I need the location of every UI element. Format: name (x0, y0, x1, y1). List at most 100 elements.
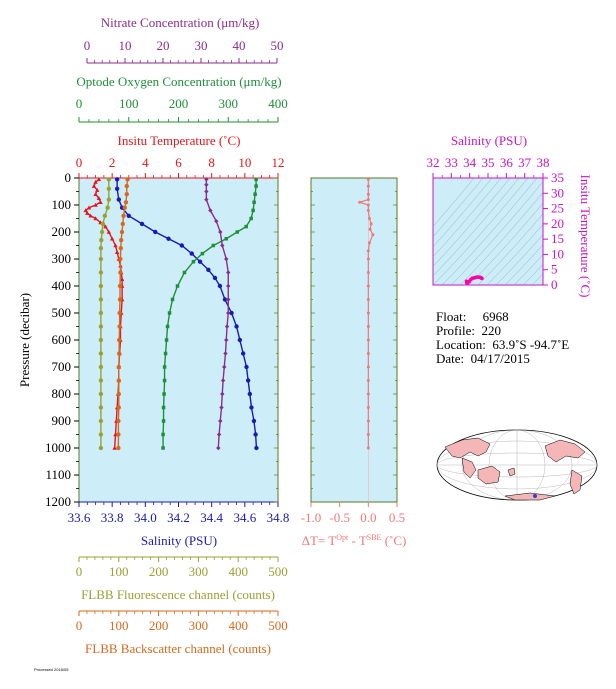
fluorescence-data-point (98, 256, 104, 262)
delta-t-data-point (367, 241, 371, 245)
salinity_bottom-data-point (139, 221, 145, 227)
temperature-data-point (91, 183, 97, 188)
backscatter-tick-label: 100 (109, 618, 129, 633)
fluorescence-data-point (98, 324, 104, 329)
pressure-tick-label: 500 (52, 305, 72, 320)
backscatter-data-point (116, 418, 121, 424)
salinity_bottom-data-point (244, 364, 249, 370)
ts-density-isoline (477, 213, 543, 285)
delta-t-data-point (366, 198, 370, 202)
nitrate-data-point (218, 418, 223, 424)
fluorescence-data-point (98, 337, 104, 343)
ts-density-isoline (433, 178, 475, 227)
delta-t-title-mid: - T (348, 533, 367, 548)
nitrate-data-point (216, 445, 221, 451)
fluorescence-data-point (98, 364, 104, 370)
delta-t-data-point (358, 200, 362, 204)
temperature-data-point (85, 210, 90, 215)
oxygen-tick-label: 200 (169, 96, 189, 111)
backscatter-data-point (117, 297, 123, 302)
delta-t-data-point (366, 249, 370, 253)
oxygen-data-point (252, 200, 256, 205)
profile-row: Profile: 220 (436, 324, 569, 338)
delta-t-data-point (366, 352, 370, 355)
salinity_bottom-data-point (166, 236, 171, 241)
delta-t-panel (310, 177, 398, 503)
fluorescence-tick-label: 0 (76, 564, 83, 579)
pressure-tick-label: 100 (52, 197, 72, 212)
salinity-axis: 33.6 33.8 34.0 34.2 34.4 34.6 34.8 (68, 501, 289, 525)
fluorescence-data-point (98, 391, 104, 397)
profile-label: Profile: (436, 323, 475, 338)
delta-t-data-point (366, 284, 370, 288)
temperature-data-point (95, 187, 100, 192)
backscatter-tick-label: 200 (149, 618, 169, 633)
delta-t-data-point (366, 446, 370, 450)
ts-density-isoline (433, 178, 520, 277)
backscatter-data-point (118, 237, 124, 243)
temperature-data-point (106, 229, 112, 234)
temperature-data-point (96, 196, 102, 201)
float-info-block: Float: 6968 Profile: 220 Location: 63.9˚… (436, 310, 569, 366)
temperature-tick-label: 10 (238, 155, 251, 170)
oxygen-axis: 0 100 200 300 400 (76, 96, 288, 123)
fluorescence-tick-label: 200 (149, 564, 169, 579)
backscatter-data-point (116, 364, 122, 370)
ts-density-isoline (433, 178, 493, 248)
oxygen-profile (161, 177, 258, 450)
oxygen-data-point (254, 184, 258, 188)
pressure-tick-label: 1200 (45, 494, 71, 509)
salinity_bottom-data-point (114, 186, 120, 191)
nitrate-axis: 0 10 20 30 40 50 (84, 38, 284, 64)
nitrate-data-point (222, 364, 227, 370)
ts-temperature-tick-label: 5 (551, 262, 558, 277)
salinity_bottom-data-point (114, 177, 120, 182)
location-label: Location: (436, 337, 486, 352)
salinity-tick-label: 34.2 (167, 510, 190, 525)
pressure-tick-label: 700 (52, 359, 72, 374)
backscatter-profile (116, 177, 130, 451)
delta-t-data-point (371, 233, 375, 237)
float-location-marker (533, 494, 537, 498)
fluorescence-data-point (106, 186, 112, 191)
backscatter-data-point (116, 445, 121, 451)
salinity_bottom-data-point (116, 197, 122, 202)
backscatter-tick-label: 400 (228, 618, 248, 633)
salinity_bottom-data-point (234, 324, 239, 329)
nitrate-data-point (226, 310, 231, 316)
temperature-axis-title: Insitu Temperature (˚C) (117, 133, 240, 148)
fluorescence-profile (98, 177, 112, 451)
nitrate-data-point (216, 432, 222, 437)
delta-t-data-point (366, 379, 370, 382)
nitrate-data-point (223, 351, 228, 356)
fluorescence-tick-label: 100 (109, 564, 129, 579)
oxygen-data-point (161, 419, 166, 423)
salinity_bottom-profile-line (116, 179, 258, 449)
fluorescence-data-point (105, 205, 110, 210)
ts-density-isoline (495, 234, 543, 285)
salinity_bottom-data-point (249, 405, 254, 410)
ts-salinity-tick-label: 38 (537, 155, 550, 170)
temperature-data-point (113, 243, 118, 248)
oxygen-data-point (251, 208, 255, 213)
backscatter-data-point (123, 200, 129, 205)
date-row: Date: 04/17/2015 (436, 352, 569, 366)
oxygen-data-point (211, 243, 216, 248)
ts-density-contours (433, 178, 543, 285)
ts-temperature-tick-label: 10 (551, 246, 564, 261)
temperature-tick-label: 12 (272, 155, 285, 170)
salinity_bottom-data-point (245, 378, 251, 383)
float-value: 6968 (482, 309, 509, 324)
nitrate-data-point (220, 378, 226, 383)
oxygen-data-point (162, 378, 167, 383)
delta-t-data-point (366, 271, 370, 274)
globe-land (444, 437, 586, 501)
salinity_bottom-data-point (253, 432, 258, 437)
backscatter-data-point (116, 351, 122, 356)
delta-t-title-sup2: SBE (367, 533, 382, 542)
backscatter-data-point (124, 192, 129, 197)
delta-t-data-point (366, 257, 370, 261)
delta-t-tick-label: 0.0 (360, 510, 376, 525)
profile-value: 220 (481, 323, 502, 338)
